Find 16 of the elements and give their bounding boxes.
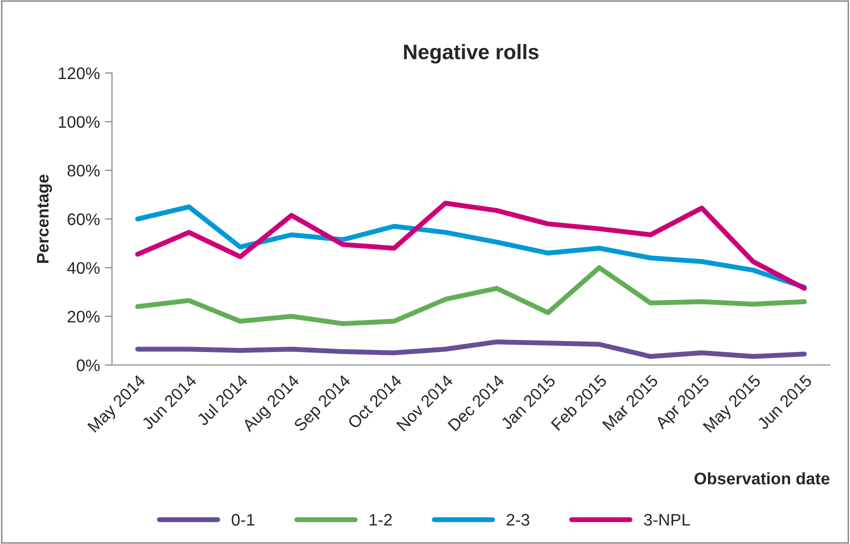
legend-label: 2-3 [506, 514, 530, 526]
x-axis-title: Observation date [694, 472, 830, 484]
legend-label: 1-2 [370, 514, 392, 526]
legend-label: 0-1 [232, 514, 254, 526]
y-tick-label: 20% [68, 310, 100, 323]
y-tick-label: 120% [58, 67, 100, 80]
y-tick-label: 80% [68, 164, 100, 177]
y-tick-label: 60% [68, 213, 100, 226]
y-tick-label: 0% [76, 359, 100, 372]
y-tick-label: 40% [67, 262, 100, 274]
line-series [135, 265, 807, 326]
y-tick-label: 100% [58, 116, 100, 128]
legend-label: 3-NPL [644, 514, 690, 526]
line-series [135, 339, 807, 359]
y-axis-title: Percentage [37, 174, 52, 263]
chart-title: Negative rolls [404, 44, 538, 64]
